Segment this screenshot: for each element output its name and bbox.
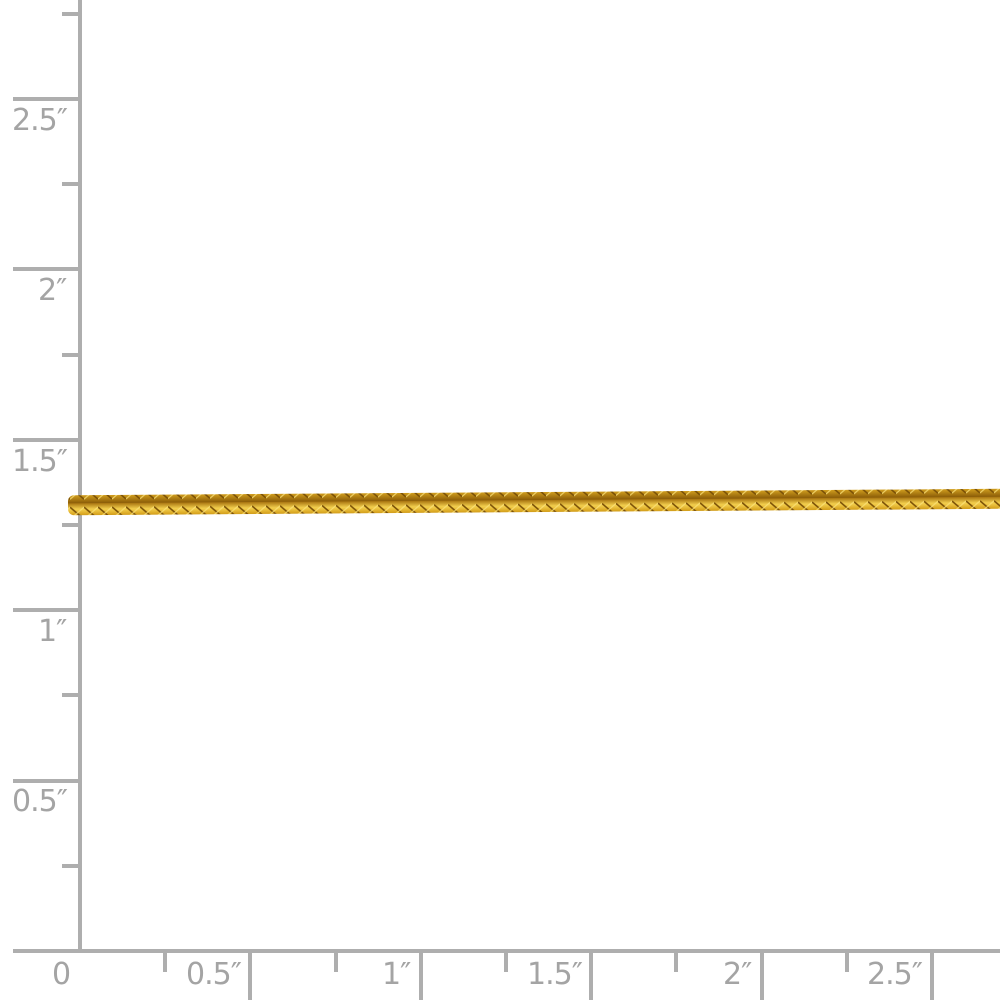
y-major-tick xyxy=(13,97,80,101)
x-label-0.5: 0.5″ xyxy=(186,957,242,992)
y-label-1: 1″ xyxy=(38,614,67,649)
x-minor-tick xyxy=(163,951,167,972)
x-label-2.5: 2.5″ xyxy=(867,957,923,992)
vertical-ruler-axis xyxy=(78,0,82,953)
x-minor-tick xyxy=(334,951,338,972)
y-label-1.5: 1.5″ xyxy=(12,444,68,479)
x-label-2: 2″ xyxy=(723,957,752,992)
x-minor-tick xyxy=(845,951,849,972)
y-minor-tick xyxy=(62,12,80,16)
y-label-0.5: 0.5″ xyxy=(12,784,68,819)
x-label-1.5: 1.5″ xyxy=(527,957,583,992)
y-label-2.5: 2.5″ xyxy=(12,103,68,138)
y-minor-tick xyxy=(62,523,80,527)
x-minor-tick xyxy=(674,951,678,972)
y-minor-tick xyxy=(62,693,80,697)
y-major-tick xyxy=(13,779,80,783)
x-label-1: 1″ xyxy=(382,957,411,992)
x-major-tick xyxy=(760,951,764,1000)
x-label-0: 0 xyxy=(52,957,71,992)
x-major-tick xyxy=(930,951,934,1000)
y-minor-tick xyxy=(62,864,80,868)
y-major-tick xyxy=(13,267,80,271)
x-major-tick xyxy=(589,951,593,1000)
x-minor-tick xyxy=(504,951,508,972)
y-major-tick xyxy=(13,608,80,612)
y-minor-tick xyxy=(62,182,80,186)
y-minor-tick xyxy=(62,353,80,357)
x-major-tick xyxy=(248,951,252,1000)
y-label-2: 2″ xyxy=(38,273,67,308)
x-major-tick xyxy=(419,951,423,1000)
y-major-tick xyxy=(13,438,80,442)
